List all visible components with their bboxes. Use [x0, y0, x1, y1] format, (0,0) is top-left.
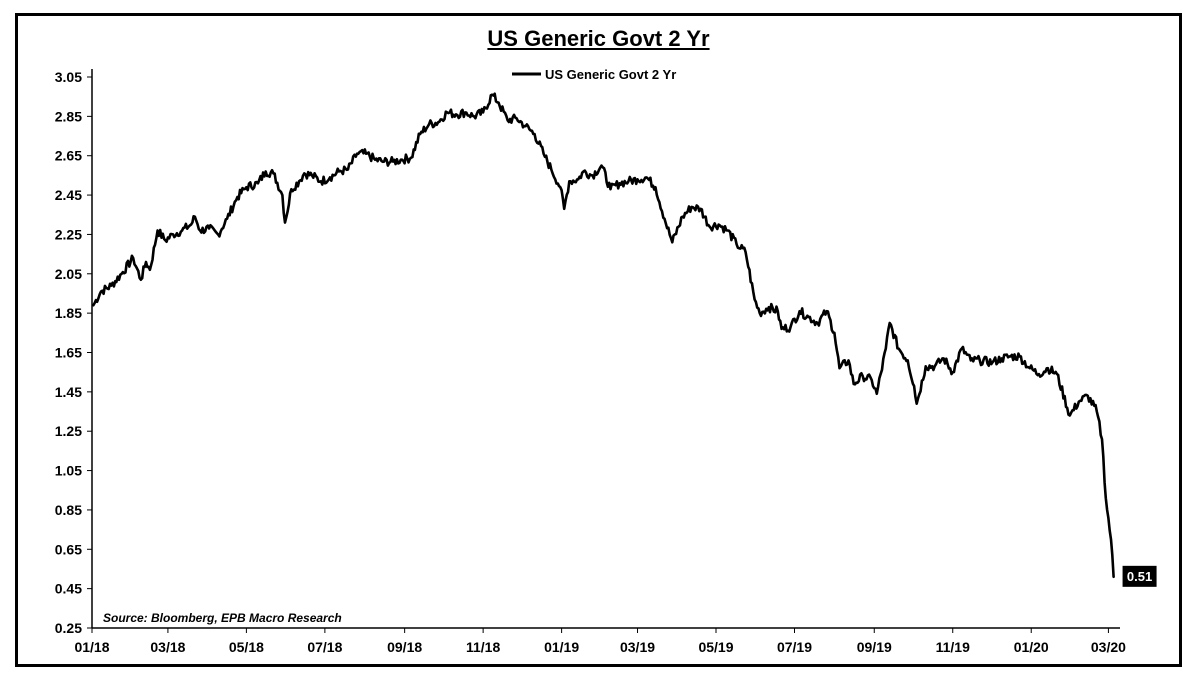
- x-tick-label: 01/18: [74, 639, 109, 655]
- y-tick-label: 1.45: [55, 384, 82, 400]
- x-tick-label: 01/19: [544, 639, 579, 655]
- x-tick-label: 03/20: [1091, 639, 1126, 655]
- x-tick-label: 09/18: [387, 639, 422, 655]
- y-tick-label: 0.45: [55, 581, 82, 597]
- y-tick-label: 1.05: [55, 463, 82, 479]
- y-axis-ticks: 0.25 0.45 0.65 0.85 1.05 1.25 1.45 1.65 1.85 2.05…: [55, 69, 92, 636]
- x-tick-label: 05/18: [229, 639, 264, 655]
- y-tick-label: 1.65: [55, 345, 82, 361]
- y-tick-label: 2.45: [55, 187, 82, 203]
- x-tick-label: 07/18: [307, 639, 342, 655]
- series-line: [92, 92, 1115, 579]
- source-note: Source: Bloomberg, EPB Macro Research: [103, 611, 342, 625]
- y-tick-label: 0.85: [55, 502, 82, 518]
- y-tick-label: 0.25: [55, 620, 82, 636]
- end-value-box: [1122, 565, 1157, 587]
- y-tick-label: 2.65: [55, 148, 82, 164]
- y-tick-label: 2.85: [55, 108, 82, 124]
- y-tick-label: 2.25: [55, 226, 82, 242]
- x-tick-label: 01/20: [1014, 639, 1049, 655]
- y-tick-label: 1.25: [55, 423, 82, 439]
- x-tick-label: 05/19: [698, 639, 733, 655]
- legend: US Generic Govt 2 Yr: [512, 67, 676, 82]
- end-value-label: 0.51: [1127, 569, 1152, 584]
- y-tick-label: 2.05: [55, 266, 82, 282]
- x-tick-label: 03/18: [150, 639, 185, 655]
- series-group: [92, 92, 1115, 579]
- x-tick-label: 09/19: [857, 639, 892, 655]
- y-tick-label: 3.05: [55, 69, 82, 85]
- annotations: 0.51 Source: Bloomberg, EPB Macro Researc…: [103, 565, 1157, 625]
- y-tick-label: 0.65: [55, 541, 82, 557]
- chart-axes: [91, 69, 1120, 629]
- x-tick-label: 11/18: [466, 639, 500, 655]
- chart-title: US Generic Govt 2 Yr: [487, 26, 710, 51]
- legend-label: US Generic Govt 2 Yr: [545, 67, 676, 82]
- chart-frame: [15, 13, 1182, 667]
- x-tick-label: 03/19: [620, 639, 655, 655]
- x-axis-ticks: 01/18 03/18 05/18 07/18 09/18 11/18 01/19 03/19…: [74, 628, 1126, 655]
- x-tick-label: 07/19: [777, 639, 812, 655]
- y-tick-label: 1.85: [55, 305, 82, 321]
- x-tick-label: 11/19: [936, 639, 970, 655]
